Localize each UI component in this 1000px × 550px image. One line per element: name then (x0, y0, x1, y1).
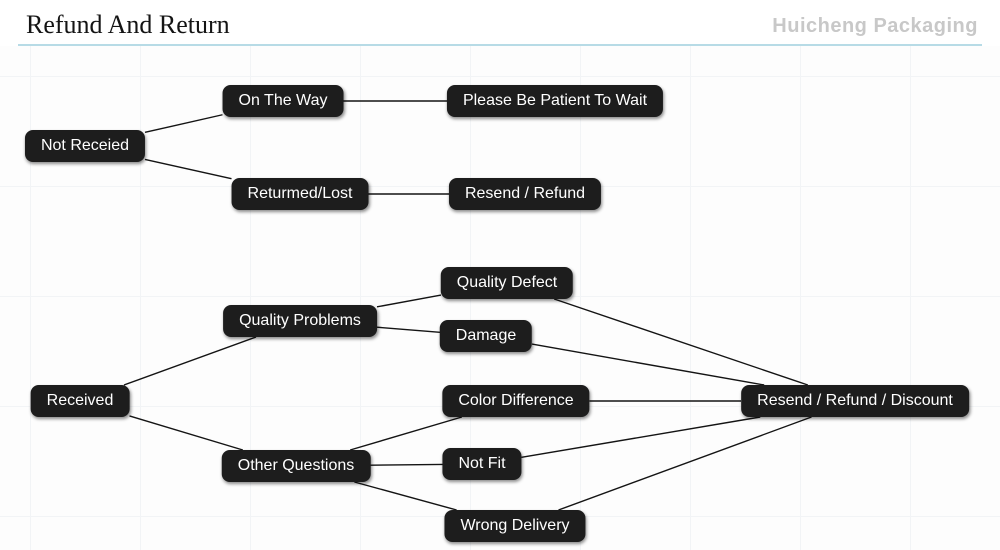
node-returned-lost: Returmed/Lost (232, 178, 369, 210)
header-bar: Refund And Return Huicheng Packaging (18, 4, 982, 46)
node-quality-defect: Quality Defect (441, 267, 573, 299)
edge (371, 464, 443, 465)
node-please-wait: Please Be Patient To Wait (447, 85, 663, 117)
node-quality-problems: Quality Problems (223, 305, 377, 337)
node-not-received: Not Receied (25, 130, 145, 162)
edge (554, 299, 808, 385)
edge (559, 417, 812, 510)
node-on-the-way: On The Way (223, 85, 344, 117)
node-final-outcome: Resend / Refund / Discount (741, 385, 969, 417)
edge (532, 344, 764, 385)
brand-name: Huicheng Packaging (772, 15, 978, 38)
edge (145, 115, 223, 133)
edge (130, 416, 243, 450)
edge (145, 159, 232, 178)
node-not-fit: Not Fit (442, 448, 521, 480)
node-resend-refund: Resend / Refund (449, 178, 601, 210)
edge (522, 417, 761, 457)
edge (124, 337, 256, 385)
edge (377, 295, 441, 307)
edge (350, 417, 462, 450)
node-color-difference: Color Difference (442, 385, 589, 417)
edge (354, 482, 456, 510)
node-damage: Damage (440, 320, 532, 352)
node-received: Received (31, 385, 130, 417)
node-other-questions: Other Questions (222, 450, 371, 482)
page-title: Refund And Return (26, 10, 230, 40)
edge (377, 327, 440, 332)
node-wrong-delivery: Wrong Delivery (444, 510, 585, 542)
diagram-canvas: Not Receied On The Way Returmed/Lost Ple… (0, 46, 1000, 550)
